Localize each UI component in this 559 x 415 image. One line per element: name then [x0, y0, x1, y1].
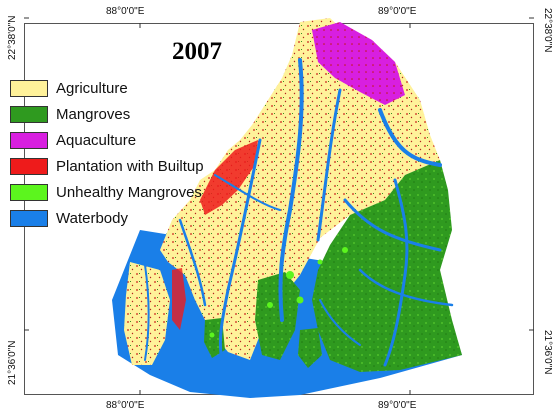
- agriculture-area: [160, 18, 440, 360]
- legend-swatch-plantation-builtup: [10, 157, 48, 175]
- legend-item-mangroves: Mangroves: [10, 101, 204, 127]
- aquaculture-area: [312, 22, 405, 105]
- left-lat-label-top: 22°38'0"N: [7, 15, 18, 61]
- legend-label-unhealthy-mangroves: Unhealthy Mangroves: [56, 183, 202, 201]
- left-lat-label-bottom: 21°36'0"N: [7, 340, 18, 386]
- legend-item-plantation-builtup: Plantation with Builtup: [10, 153, 204, 179]
- west-island-agriculture: [124, 262, 170, 365]
- plantation-builtup-area: [200, 140, 258, 215]
- plantation-builtup-area-2: [172, 268, 186, 330]
- map-legend: Agriculture Mangroves Aquaculture Planta…: [10, 75, 204, 231]
- mangroves-area: [312, 160, 462, 372]
- mangrove-island: [255, 272, 300, 360]
- legend-item-agriculture: Agriculture: [10, 75, 204, 101]
- mangrove-island-south: [298, 328, 322, 368]
- legend-label-waterbody: Waterbody: [56, 209, 128, 227]
- legend-swatch-waterbody: [10, 209, 48, 227]
- legend-item-aquaculture: Aquaculture: [10, 127, 204, 153]
- top-lon-label-89: 89°0'0"E: [378, 6, 417, 17]
- legend-swatch-agriculture: [10, 79, 48, 97]
- right-lat-label-top: 22°38'0"N: [542, 8, 553, 53]
- legend-item-unhealthy-mangroves: Unhealthy Mangroves: [10, 179, 204, 205]
- legend-item-waterbody: Waterbody: [10, 205, 204, 231]
- legend-label-plantation-builtup: Plantation with Builtup: [56, 157, 204, 175]
- legend-swatch-aquaculture: [10, 131, 48, 149]
- unhealthy-mangroves-patches: [209, 247, 348, 338]
- map-year-title: 2007: [172, 38, 222, 65]
- legend-swatch-unhealthy-mangroves: [10, 183, 48, 201]
- bottom-lon-label-89: 89°0'0"E: [378, 400, 417, 411]
- bottom-lon-label-88: 88°0'0"E: [106, 400, 145, 411]
- top-lon-label-88: 88°0'0"E: [106, 6, 145, 17]
- legend-label-agriculture: Agriculture: [56, 79, 128, 97]
- legend-label-mangroves: Mangroves: [56, 105, 131, 123]
- right-lat-label-bottom: 21°36'0"N: [542, 330, 553, 375]
- legend-label-aquaculture: Aquaculture: [56, 131, 137, 149]
- river-channels: [144, 58, 454, 367]
- legend-swatch-mangroves: [10, 105, 48, 123]
